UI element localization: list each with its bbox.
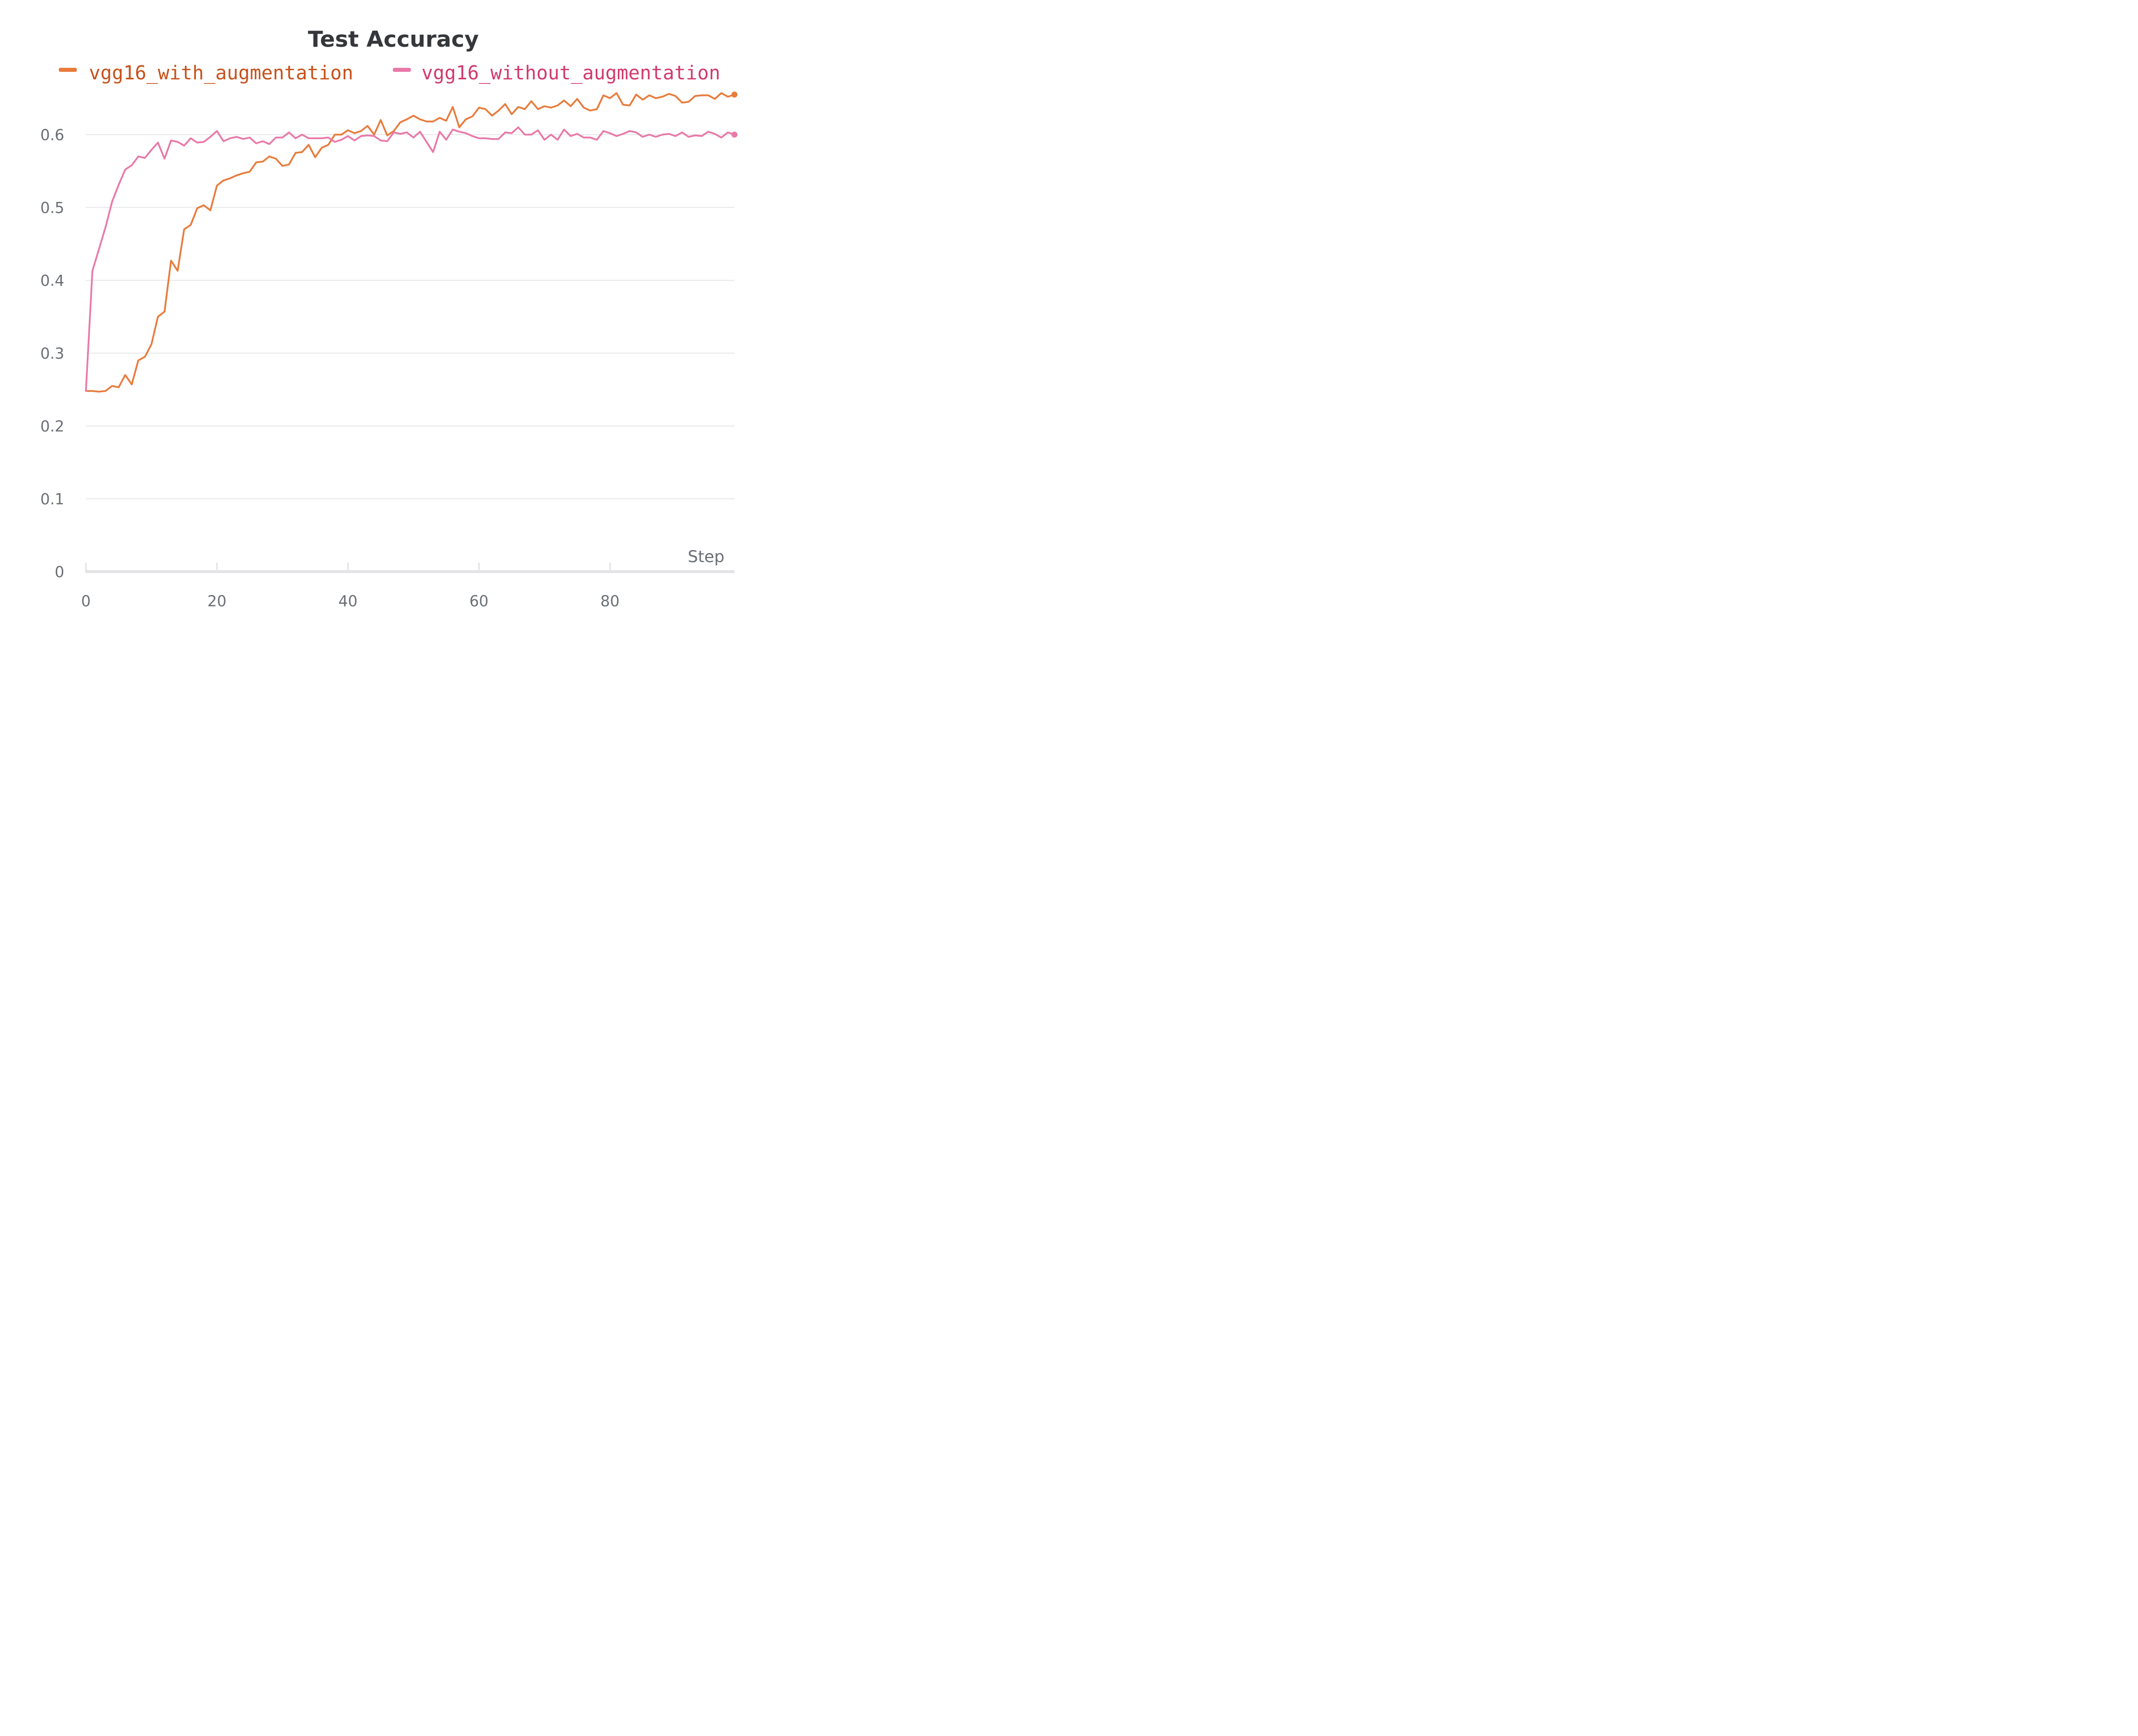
y-axis-tick-labels: 0 0.1 0.2 0.3 0.4 0.5 0.6 [40, 127, 64, 581]
chart-container: Test Accuracy vgg16_with_augmentation vg… [0, 0, 777, 631]
y-tick-label: 0.1 [40, 491, 64, 508]
series-lines [85, 91, 737, 393]
line-chart: Test Accuracy vgg16_with_augmentation vg… [40, 27, 737, 610]
legend-item-without-augmentation[interactable]: vgg16_without_augmentation [393, 62, 720, 84]
gridlines [86, 134, 734, 499]
x-tick-label: 60 [469, 593, 488, 610]
legend: vgg16_with_augmentation vgg16_without_au… [59, 62, 720, 84]
y-tick-label: 0.3 [40, 345, 64, 363]
x-axis [85, 563, 734, 573]
x-axis-tick-labels: 0 20 40 60 80 [81, 593, 619, 610]
series-endpoint-vgg16_without_augmentation[interactable] [731, 132, 737, 138]
y-tick-label: 0 [55, 564, 64, 581]
legend-swatch-with-augmentation [59, 68, 77, 72]
legend-item-with-augmentation[interactable]: vgg16_with_augmentation [59, 62, 353, 84]
x-tick-label: 40 [339, 593, 358, 610]
legend-label-with-augmentation: vgg16_with_augmentation [89, 62, 353, 84]
chart-title: Test Accuracy [308, 27, 479, 52]
y-tick-label: 0.5 [40, 199, 64, 217]
x-tick-label: 80 [600, 593, 619, 610]
y-tick-label: 0.6 [40, 127, 64, 144]
y-tick-label: 0.2 [40, 418, 64, 436]
y-tick-label: 0.4 [40, 272, 64, 290]
series-line-vgg16_without_augmentation[interactable] [85, 126, 735, 392]
x-tick-label: 0 [81, 593, 90, 610]
x-axis-title: Step [688, 547, 724, 566]
series-endpoint-vgg16_with_augmentation[interactable] [731, 91, 737, 98]
legend-label-without-augmentation: vgg16_without_augmentation [421, 62, 720, 84]
x-tick-label: 20 [207, 593, 227, 610]
legend-swatch-without-augmentation [393, 68, 411, 72]
series-line-vgg16_with_augmentation[interactable] [85, 92, 735, 393]
